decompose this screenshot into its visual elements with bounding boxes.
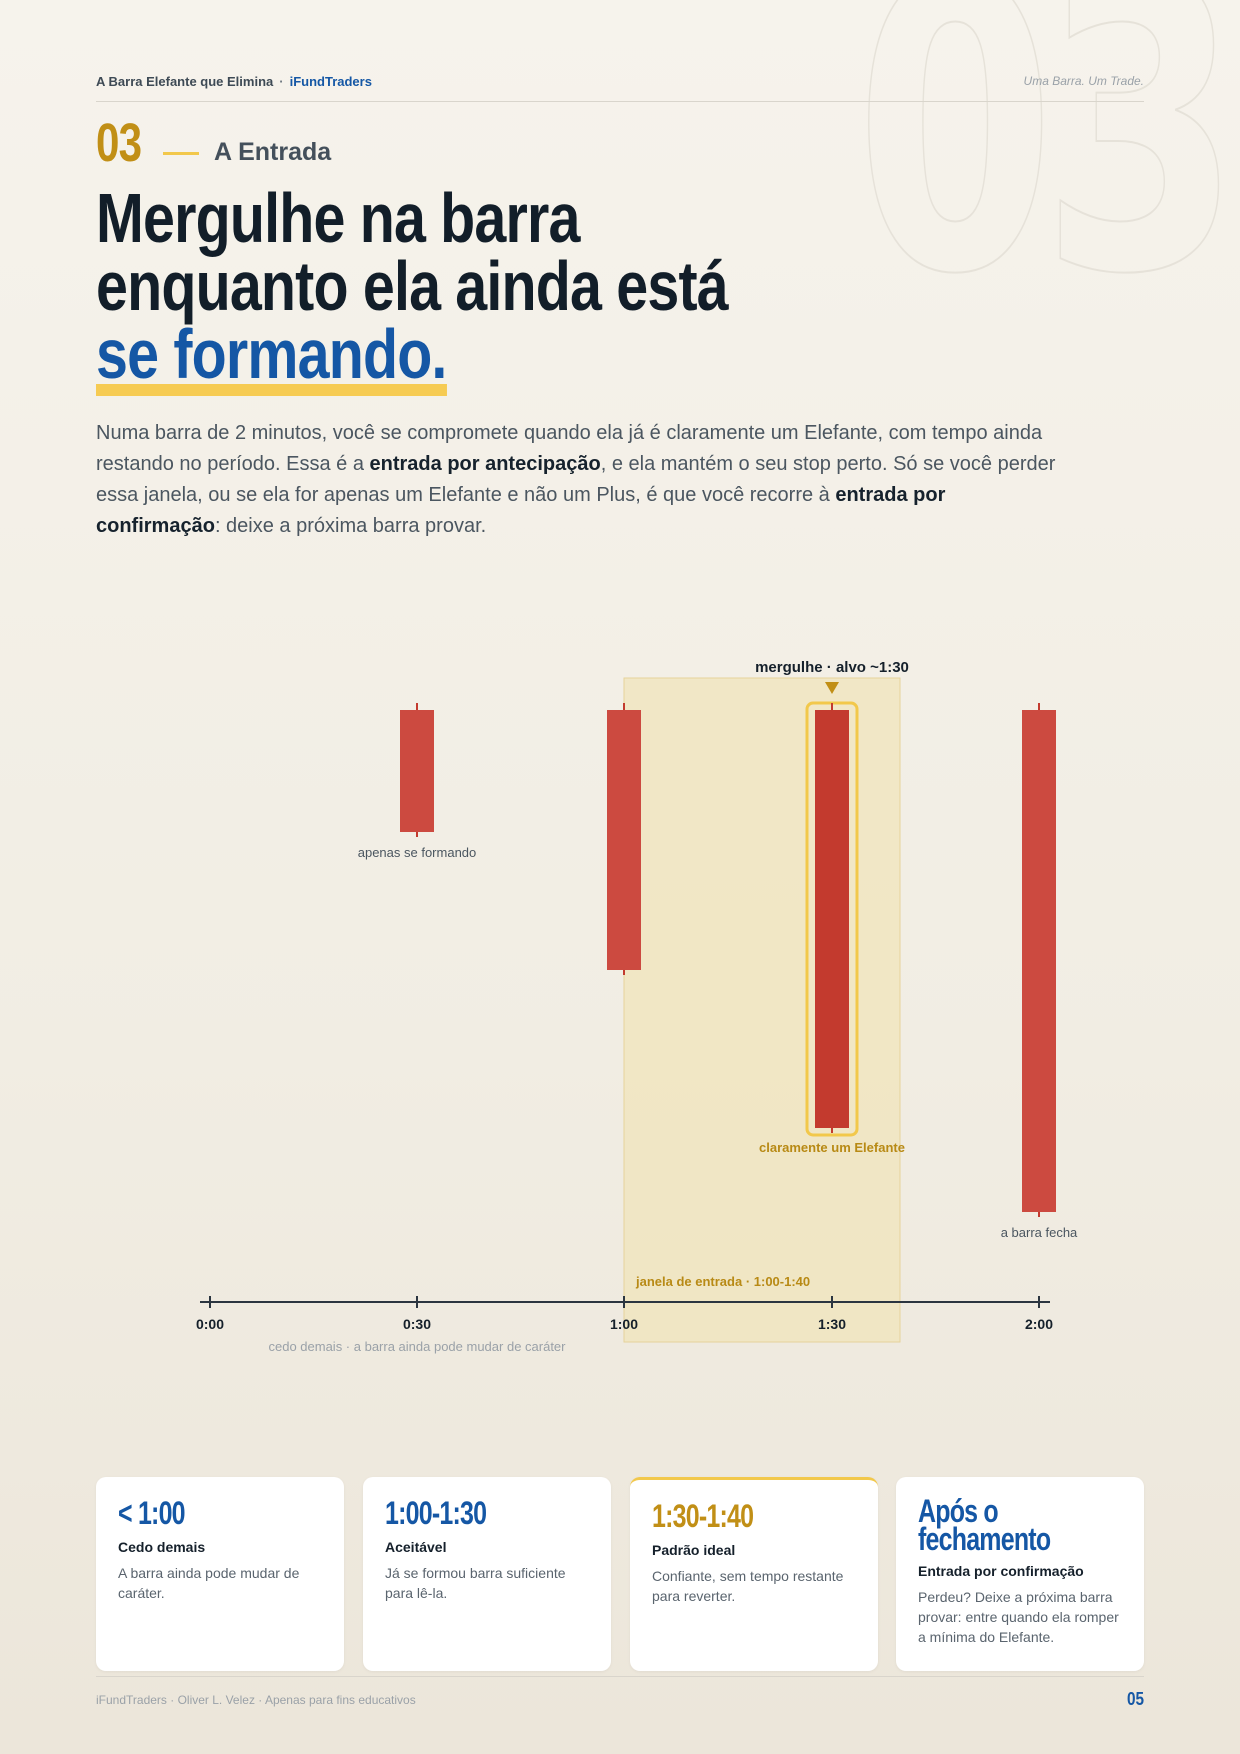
footer-credit: iFundTraders · Oliver L. Velez · Apenas … — [96, 1693, 416, 1707]
card-time: Após o fechamento — [918, 1493, 1051, 1557]
card-acceptable: 1:00-1:30 Aceitável Já se formou barra s… — [363, 1477, 611, 1671]
page-footer: iFundTraders · Oliver L. Velez · Apenas … — [96, 1676, 1144, 1716]
timing-cards: < 1:00 Cedo demais A barra ainda pode mu… — [96, 1477, 1144, 1671]
header-tagline: Uma Barra. Um Trade. — [1023, 74, 1144, 88]
headline: Mergulhe na barra enquanto ela ainda est… — [96, 179, 729, 396]
card-too-early: < 1:00 Cedo demais A barra ainda pode mu… — [96, 1477, 344, 1671]
card-title: Entrada por confirmação — [918, 1563, 1084, 1579]
bar-2-00 — [1022, 710, 1056, 1212]
card-description: Confiante, sem tempo restante para rever… — [652, 1568, 844, 1604]
bar-1-00 — [607, 710, 641, 970]
entry-window — [623, 677, 901, 1343]
card-title: Cedo demais — [118, 1539, 206, 1555]
header-separator: · — [279, 74, 284, 89]
headline-highlight: se formando. — [96, 319, 447, 396]
tick-label-2: 1:00 — [610, 1316, 638, 1332]
window-label: janela de entrada · 1:00-1:40 — [635, 1274, 810, 1289]
target-label: mergulhe · alvo ~1:30 — [755, 659, 909, 676]
headline-line-2: enquanto ela ainda está — [96, 247, 729, 325]
card-time: 1:00-1:30 — [385, 1495, 487, 1531]
section-label: A Entrada — [214, 138, 332, 166]
section-dash — [163, 152, 199, 155]
section-number: 03 — [96, 113, 142, 173]
body-text-2: , e ela mantém o seu stop perto. Só se v… — [96, 453, 1056, 506]
bar-1-30 — [815, 710, 849, 1128]
header-left: A Barra Elefante que Elimina · iFundTrader… — [96, 74, 372, 89]
card-time: 1:30-1:40 — [652, 1498, 754, 1534]
brand-name: iFundTraders — [289, 74, 372, 89]
section-number-watermark: 03 — [854, 0, 1240, 362]
body-text-3: : deixe a próxima barra provar. — [214, 515, 487, 537]
body-bold-1: entrada por antecipação — [369, 453, 601, 475]
headline-line-1: Mergulhe na barra — [96, 179, 580, 257]
body-paragraph: Numa barra de 2 minutos, você se comprom… — [96, 418, 1056, 542]
card-description: A barra ainda pode mudar de caráter. — [118, 1565, 300, 1601]
page-number: 05 — [1126, 1689, 1144, 1709]
body-text-1: Numa barra de 2 minutos, você se comprom… — [96, 422, 1043, 475]
label-forming: apenas se formando — [358, 845, 477, 860]
axis-note: cedo demais · a barra ainda pode mudar d… — [268, 1339, 566, 1354]
target-marker-icon — [825, 682, 839, 694]
bar-0-30 — [400, 710, 434, 832]
label-closes: a barra fecha — [1001, 1225, 1078, 1240]
page-header: A Barra Elefante que Elimina · iFundTrader… — [96, 74, 1144, 102]
card-title: Aceitável — [385, 1539, 447, 1555]
card-after-close: Após o fechamento Entrada por confirmaçã… — [896, 1477, 1144, 1671]
tick-label-0: 0:00 — [196, 1316, 224, 1332]
body-bold-2: entrada por confirmação — [96, 484, 946, 537]
card-description: Perdeu? Deixe a próxima barra provar: en… — [918, 1589, 1119, 1645]
doc-title: A Barra Elefante que Elimina — [96, 74, 274, 89]
card-title: Padrão ideal — [652, 1542, 736, 1558]
card-ideal: 1:30-1:40 Padrão ideal Confiante, sem te… — [630, 1477, 878, 1671]
card-description: Já se formou barra suficiente para lê-la… — [385, 1565, 566, 1601]
tick-label-3: 1:30 — [818, 1316, 846, 1332]
card-time: < 1:00 — [118, 1495, 186, 1531]
label-elephant: claramente um Elefante — [759, 1140, 905, 1155]
entry-timeline-diagram: apenas se formando mergulhe · alvo ~1:30… — [196, 659, 1078, 1354]
tick-label-1: 0:30 — [403, 1316, 431, 1332]
tick-label-4: 2:00 — [1025, 1316, 1053, 1332]
